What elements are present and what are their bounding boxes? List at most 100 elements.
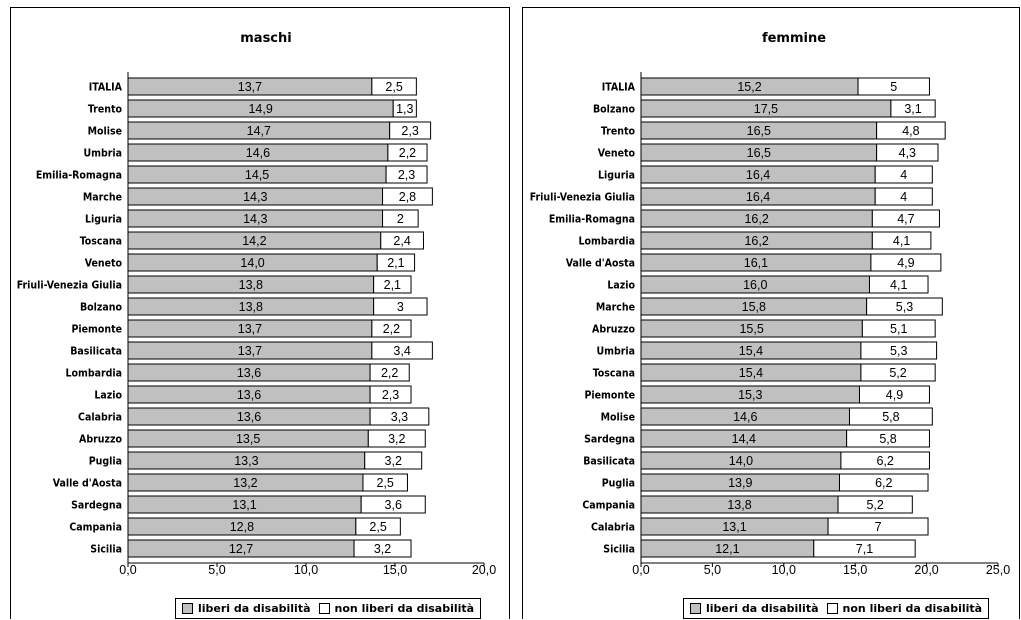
data-label-free: 13,6 — [237, 388, 261, 402]
bar-row-campania: Campania 13,8 5,2 — [582, 495, 913, 514]
data-label-free: 14,3 — [243, 212, 267, 226]
bar-row-valle-d-aosta: Valle d'Aosta 13,2 2,5 — [53, 473, 408, 492]
data-label-free: 12,7 — [229, 542, 253, 556]
category-label: ITALIA — [602, 82, 636, 94]
data-label-not-free: 4,9 — [886, 388, 903, 402]
data-label-not-free: 2,2 — [383, 322, 400, 336]
data-label-free: 14,2 — [242, 234, 266, 248]
data-label-not-free: 4 — [900, 168, 907, 182]
category-label: Trento — [601, 126, 636, 138]
bar-row-lombardia: Lombardia 13,6 2,2 — [65, 363, 410, 382]
category-label: Piemonte — [584, 390, 635, 402]
legend-femmine: liberi da disabilità non liberi da disab… — [683, 598, 990, 619]
bar-segment-not-free — [871, 209, 940, 228]
data-label-free: 13,8 — [239, 300, 263, 314]
category-label: ITALIA — [89, 82, 123, 94]
data-label-free: 13,1 — [722, 520, 746, 534]
bar-segment-not-free — [367, 429, 426, 448]
x-tick-label: 5,0 — [208, 563, 225, 577]
category-label: Lazio — [94, 390, 122, 402]
data-label-free: 15,3 — [738, 388, 762, 402]
legend-label-free: liberi da disabilità — [706, 602, 819, 615]
bar-segment-not-free — [362, 473, 408, 492]
category-label: Puglia — [602, 478, 635, 490]
category-label: Puglia — [89, 456, 122, 468]
x-tick-label: 15,0 — [843, 563, 867, 577]
data-label-free: 13,1 — [232, 498, 256, 512]
legend-swatch-not-free — [826, 603, 838, 614]
data-label-not-free: 5,3 — [890, 344, 907, 358]
bar-row-basilicata: Basilicata 13,7 3,4 — [70, 341, 433, 360]
data-label-not-free: 6,2 — [876, 454, 893, 468]
legend-item-not-free: non liberi da disabilità — [318, 602, 474, 615]
bar-segment-not-free — [858, 385, 930, 404]
bar-row-bolzano: Bolzano 17,5 3,1 — [593, 99, 936, 118]
data-label-not-free: 5,8 — [879, 432, 896, 446]
bar-segment-not-free — [840, 451, 930, 470]
legend-swatch-free — [182, 603, 193, 614]
data-label-not-free: 3 — [397, 300, 404, 314]
data-label-not-free: 7 — [875, 520, 882, 534]
bar-row-veneto: Veneto 14,0 2,1 — [85, 253, 416, 272]
bar-row-sicilia: Sicilia 12,7 3,2 — [90, 539, 412, 558]
data-label-free: 16,0 — [743, 278, 767, 292]
bar-segment-not-free — [369, 407, 430, 426]
data-label-not-free: 3,6 — [385, 498, 402, 512]
category-label: Lombardia — [65, 368, 122, 380]
bar-row-italia: ITALIA 13,7 2,5 — [89, 77, 417, 96]
bar-row-toscana: Toscana 15,4 5,2 — [593, 363, 936, 382]
data-label-not-free: 4,8 — [902, 124, 919, 138]
legend-label-free: liberi da disabilità — [198, 602, 311, 615]
category-label: Umbria — [596, 346, 635, 358]
data-label-not-free: 2,8 — [399, 190, 416, 204]
category-label: Piemonte — [71, 324, 122, 336]
chart-maschi: maschi ITALIA 13,7 2,5 Trento 14,9 1,3 Molise 14… — [17, 31, 496, 577]
legend-maschi: liberi da disabilità non liberi da disab… — [175, 598, 482, 619]
bar-segment-not-free — [373, 275, 412, 294]
bar-row-emilia-romagna: Emilia-Romagna 14,5 2,3 — [36, 165, 428, 184]
bar-row-veneto: Veneto 16,5 4,3 — [598, 143, 939, 162]
data-label-free: 17,5 — [754, 102, 778, 116]
x-tick-label: 20,0 — [914, 563, 938, 577]
bar-row-basilicata: Basilicata 14,0 6,2 — [583, 451, 930, 470]
chart-title: femmine — [762, 31, 826, 46]
bar-row-trento: Trento 16,5 4,8 — [601, 121, 946, 140]
category-label: Molise — [601, 412, 635, 424]
data-label-not-free: 3,2 — [388, 432, 405, 446]
legend-label-not-free: non liberi da disabilità — [842, 602, 983, 615]
category-label: Friuli-Venezia Giulia — [530, 192, 635, 204]
bar-segment-not-free — [874, 187, 933, 206]
bar-segment-not-free — [380, 231, 424, 250]
data-label-free: 13,7 — [238, 80, 262, 94]
bar-segment-not-free — [387, 143, 428, 162]
data-label-not-free: 2,2 — [399, 146, 416, 160]
bar-row-piemonte: Piemonte 15,3 4,9 — [584, 385, 930, 404]
bar-segment-not-free — [369, 363, 410, 382]
bar-row-puglia: Puglia 13,9 6,2 — [602, 473, 929, 492]
bar-segment-not-free — [813, 539, 916, 558]
bar-segment-not-free — [371, 77, 417, 96]
data-label-free: 14,0 — [729, 454, 753, 468]
bar-row-friuli-venezia-giulia: Friuli-Venezia Giulia 16,4 4 — [530, 187, 933, 206]
bar-row-italia: ITALIA 15,2 5 — [602, 77, 930, 96]
data-label-not-free: 3,4 — [393, 344, 410, 358]
bar-segment-not-free — [827, 517, 929, 536]
category-label: Veneto — [598, 148, 636, 160]
category-label: Abruzzo — [79, 434, 122, 446]
data-label-not-free: 4,3 — [899, 146, 916, 160]
chart-panel-femmine: femmine ITALIA 15,2 5 Bolzano 17,5 3,1 Trento 16… — [522, 7, 1020, 619]
bar-segment-not-free — [860, 363, 936, 382]
bar-segment-not-free — [389, 121, 432, 140]
data-label-not-free: 3,3 — [391, 410, 408, 424]
data-label-not-free: 5,2 — [889, 366, 906, 380]
bar-row-abruzzo: Abruzzo 13,5 3,2 — [79, 429, 426, 448]
data-label-free: 14,4 — [732, 432, 756, 446]
category-label: Emilia-Romagna — [36, 170, 122, 182]
bar-segment-not-free — [364, 451, 423, 470]
bar-row-lazio: Lazio 13,6 2,3 — [94, 385, 412, 404]
category-label: Calabria — [591, 522, 635, 534]
bar-row-lazio: Lazio 16,0 4,1 — [607, 275, 929, 294]
data-label-free: 13,5 — [236, 432, 260, 446]
data-label-not-free: 4 — [900, 190, 907, 204]
bar-row-molise: Molise 14,6 5,8 — [601, 407, 933, 426]
